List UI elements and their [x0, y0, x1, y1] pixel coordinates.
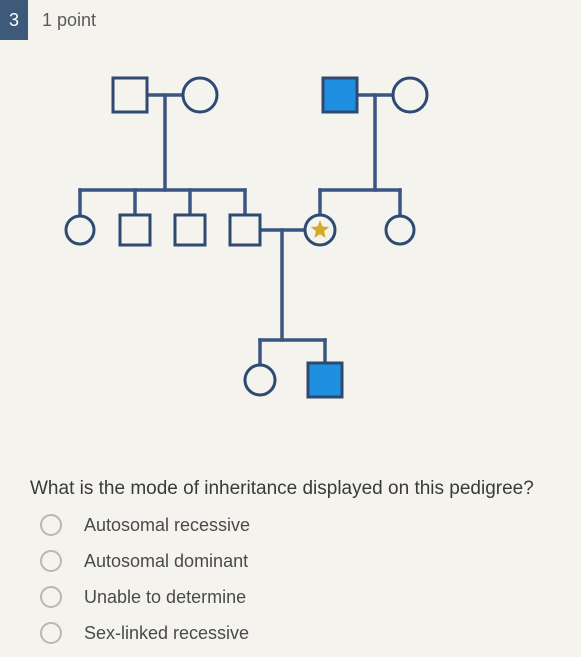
option-label: Autosomal dominant	[84, 551, 248, 572]
radio-icon	[40, 550, 62, 572]
option-label: Autosomal recessive	[84, 515, 250, 536]
question-text: What is the mode of inheritance displaye…	[30, 478, 581, 500]
option-label: Sex-linked recessive	[84, 623, 249, 644]
pedigree-svg	[60, 60, 540, 460]
pedigree-diagram	[60, 60, 540, 460]
radio-icon	[40, 514, 62, 536]
option-autosomal-dominant[interactable]: Autosomal dominant	[40, 550, 581, 572]
option-label: Unable to determine	[84, 587, 246, 608]
options-group: Autosomal recessive Autosomal dominant U…	[40, 514, 581, 644]
question-number-badge: 3	[0, 0, 28, 40]
points-label: 1 point	[28, 0, 96, 40]
option-sex-linked-recessive[interactable]: Sex-linked recessive	[40, 622, 581, 644]
question-header: 3 1 point	[0, 0, 581, 40]
option-unable-to-determine[interactable]: Unable to determine	[40, 586, 581, 608]
option-autosomal-recessive[interactable]: Autosomal recessive	[40, 514, 581, 536]
radio-icon	[40, 622, 62, 644]
radio-icon	[40, 586, 62, 608]
